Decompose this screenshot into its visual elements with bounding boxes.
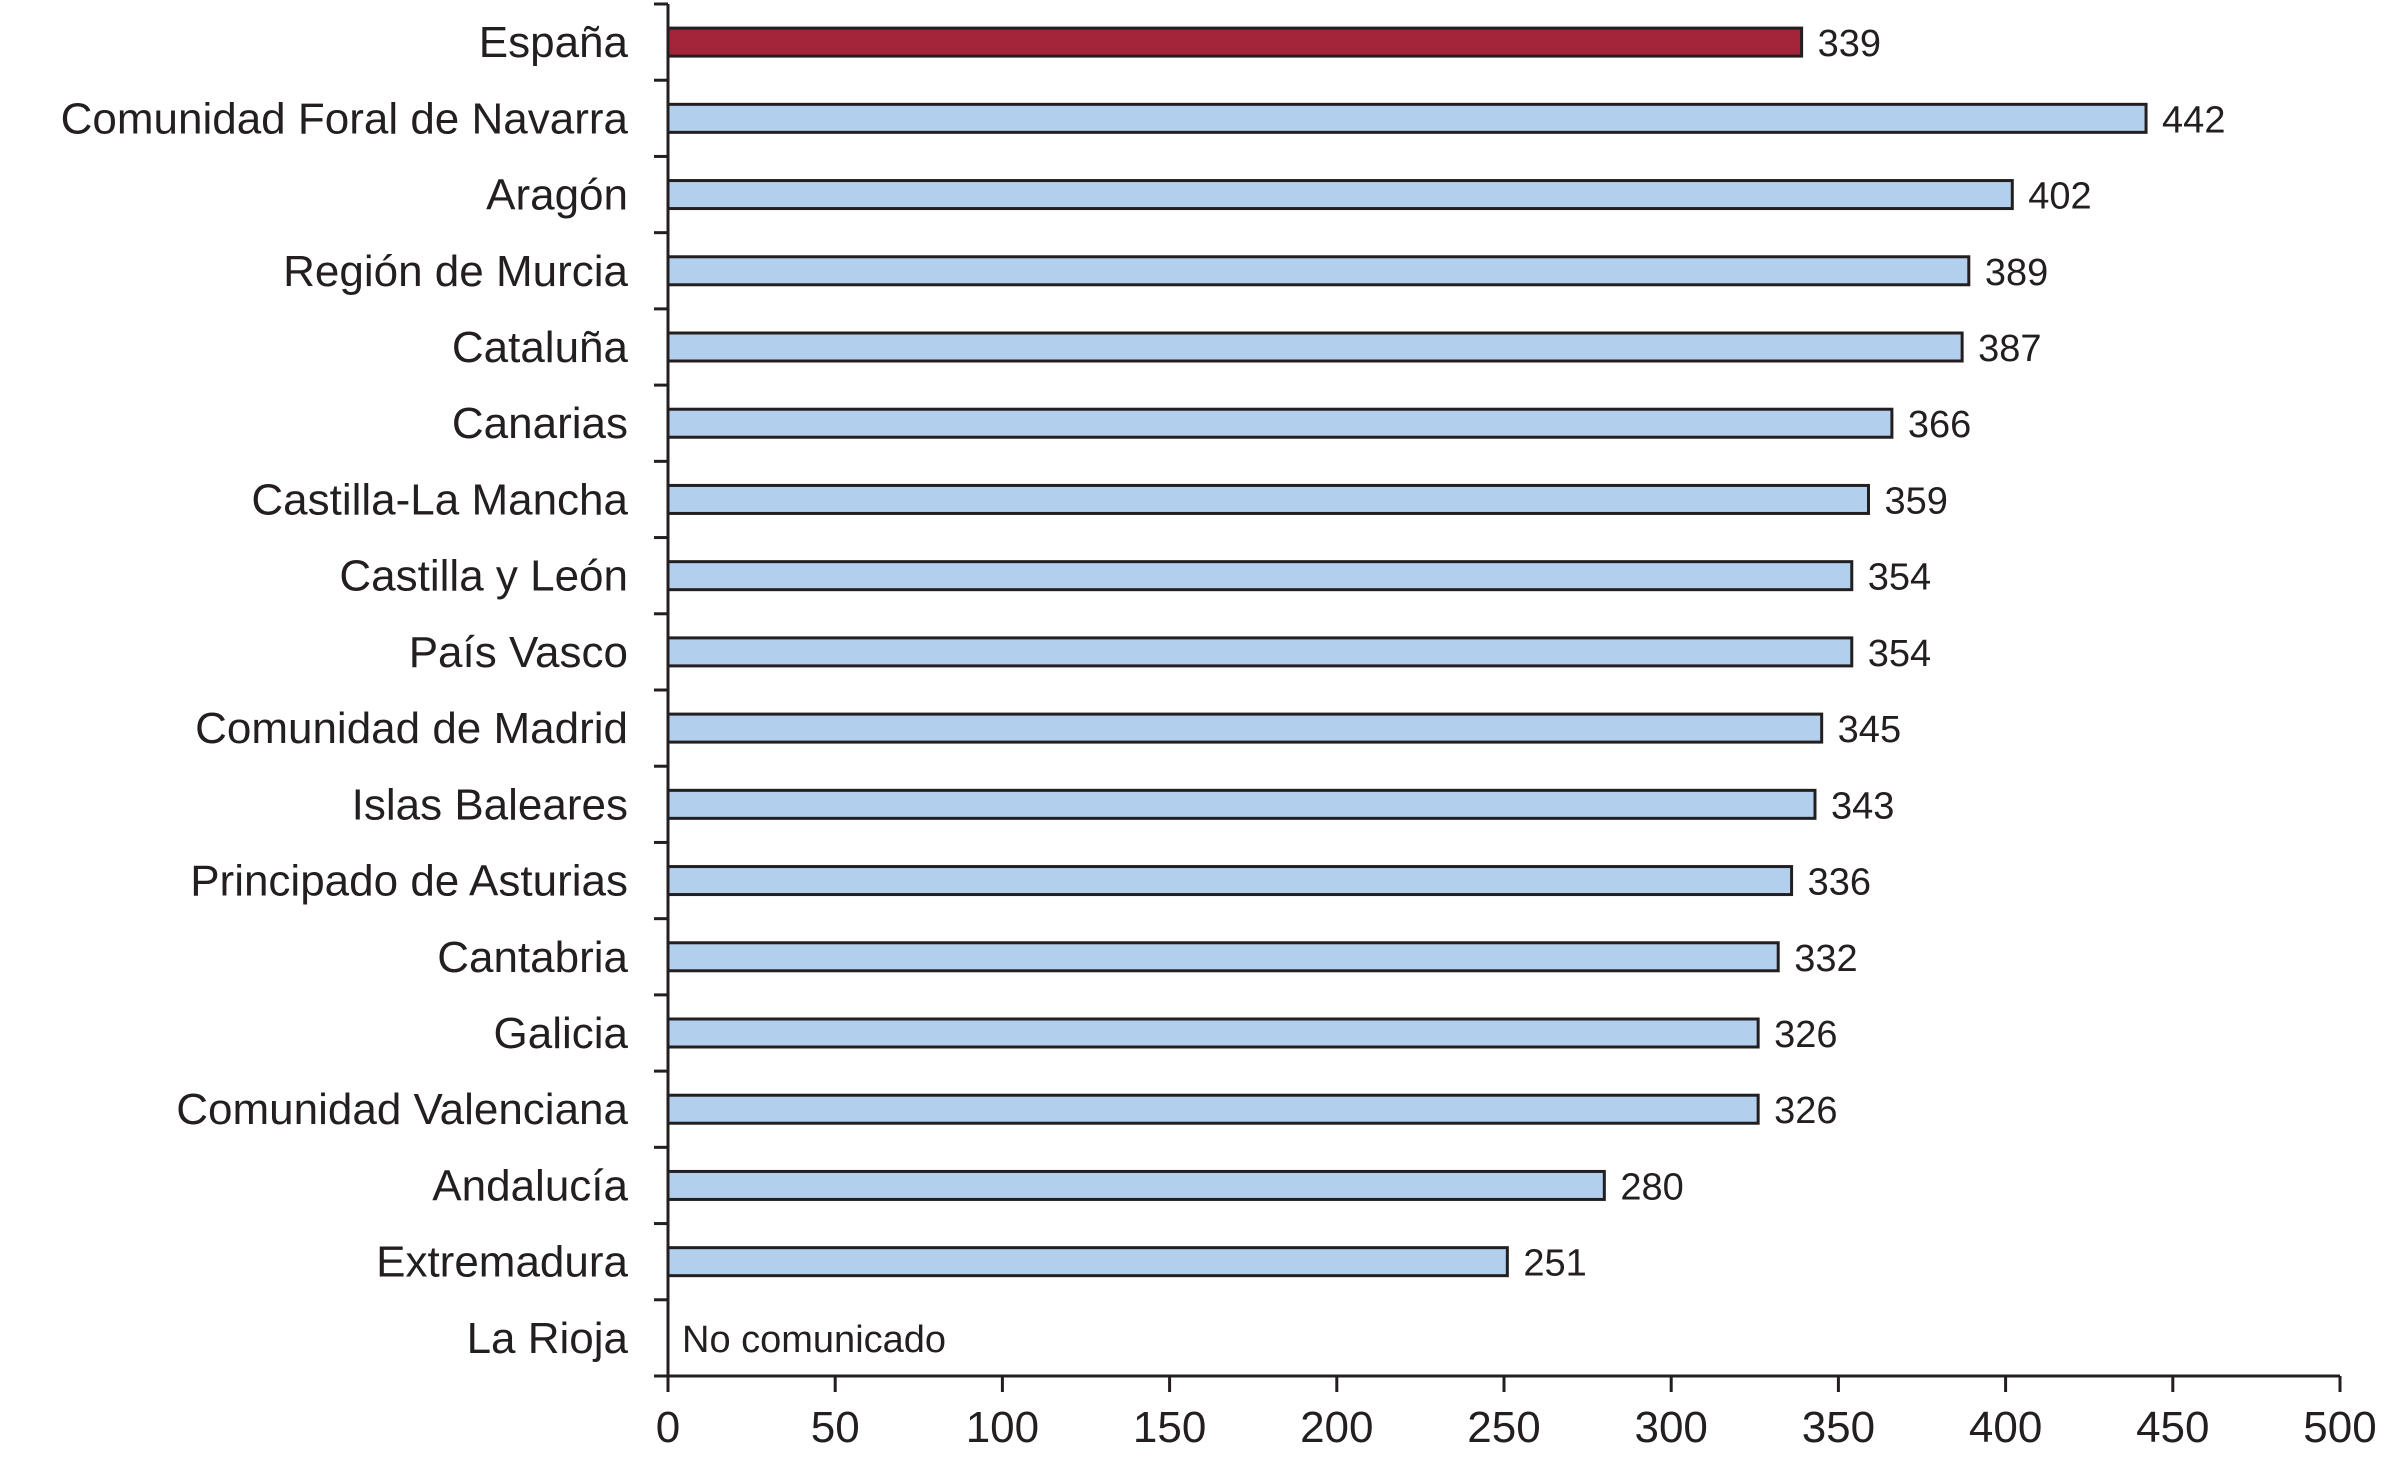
x-tick-label: 250 xyxy=(1467,1403,1540,1452)
value-label: 251 xyxy=(1523,1243,1586,1285)
category-label: La Rioja xyxy=(467,1314,629,1363)
value-label: 345 xyxy=(1838,709,1901,751)
bar xyxy=(666,941,1780,973)
category-label: Canarias xyxy=(452,399,628,448)
category-label: España xyxy=(479,18,629,67)
category-label: Galicia xyxy=(494,1009,629,1058)
x-tick-label: 300 xyxy=(1634,1403,1707,1452)
bar xyxy=(666,636,1854,668)
category-label: Principado de Asturias xyxy=(190,857,628,906)
bar-highlight xyxy=(666,26,1804,58)
category-label: Andalucía xyxy=(432,1161,628,1210)
bars-layer xyxy=(666,26,2148,1278)
bar xyxy=(666,1017,1760,1049)
value-label: 339 xyxy=(1818,23,1881,65)
bar xyxy=(666,788,1817,820)
x-tick-label: 150 xyxy=(1133,1403,1206,1452)
x-tick-label: 0 xyxy=(656,1403,680,1452)
bar xyxy=(666,1093,1760,1125)
value-label: 343 xyxy=(1831,785,1894,827)
axes-layer: 0 50 100 150 200 250 300 350 400 450 500 xyxy=(654,2,2377,1452)
value-label: 359 xyxy=(1884,480,1947,522)
value-label: 387 xyxy=(1978,328,2041,370)
x-tick-label: 450 xyxy=(2136,1403,2209,1452)
value-label: 326 xyxy=(1774,1014,1837,1056)
category-label: Comunidad Valenciana xyxy=(176,1085,628,1134)
bar xyxy=(666,1169,1606,1201)
value-label: 354 xyxy=(1868,557,1931,599)
value-label: 366 xyxy=(1908,404,1971,446)
category-label: Islas Baleares xyxy=(352,780,628,829)
category-label: Castilla y León xyxy=(339,552,628,601)
bar xyxy=(666,560,1854,592)
x-tick-label: 200 xyxy=(1300,1403,1373,1452)
bar xyxy=(666,179,2014,211)
x-tick-label: 400 xyxy=(1969,1403,2042,1452)
bar xyxy=(666,407,1894,439)
bar xyxy=(666,102,2148,134)
bar xyxy=(666,1246,1509,1278)
value-label: 354 xyxy=(1868,633,1931,675)
bar xyxy=(666,331,1964,363)
bar xyxy=(666,865,1794,897)
labels-layer: España 339 Comunidad Foral de Navarra 442 Ar… xyxy=(61,18,2226,1363)
category-label: Cataluña xyxy=(452,323,629,372)
value-label: 442 xyxy=(2162,99,2225,141)
value-label: 332 xyxy=(1794,938,1857,980)
value-label: 326 xyxy=(1774,1090,1837,1132)
category-label: Comunidad de Madrid xyxy=(195,704,628,753)
category-label: Cantabria xyxy=(437,933,628,982)
category-label: Extremadura xyxy=(376,1238,628,1287)
category-label: País Vasco xyxy=(409,628,628,677)
bar xyxy=(666,483,1870,515)
value-label: 336 xyxy=(1808,862,1871,904)
category-label: Aragón xyxy=(486,171,628,220)
value-label: 280 xyxy=(1620,1166,1683,1208)
category-label: Región de Murcia xyxy=(283,247,628,296)
category-label: Comunidad Foral de Navarra xyxy=(61,94,629,143)
value-label: 389 xyxy=(1985,252,2048,294)
value-label: 402 xyxy=(2028,176,2091,218)
x-tick-label: 500 xyxy=(2303,1403,2376,1452)
bar xyxy=(666,255,1971,287)
x-tick-label: 350 xyxy=(1802,1403,1875,1452)
bar xyxy=(666,712,1824,744)
category-label: Castilla-La Mancha xyxy=(251,475,628,524)
x-tick-label: 100 xyxy=(966,1403,1039,1452)
value-label: No comunicado xyxy=(682,1319,946,1361)
x-tick-label: 50 xyxy=(811,1403,860,1452)
